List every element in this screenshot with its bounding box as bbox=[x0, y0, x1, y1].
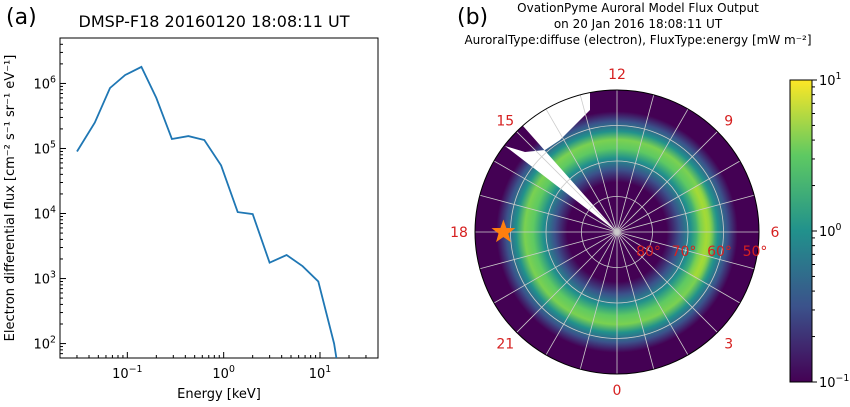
mlt-label: 21 bbox=[496, 337, 514, 353]
panel-b-label: (b) bbox=[457, 5, 488, 30]
mlt-spoke bbox=[616, 131, 718, 233]
x-tick-label: 100 bbox=[212, 364, 235, 382]
flux-spectrum-line bbox=[76, 65, 338, 359]
latitude-label: 80° bbox=[636, 244, 661, 260]
mlt-spoke bbox=[579, 94, 618, 233]
y-tick-label: 104 bbox=[34, 205, 57, 223]
y-tick-label: 102 bbox=[34, 335, 57, 353]
mlt-spoke bbox=[616, 160, 741, 233]
mlt-spoke bbox=[616, 231, 755, 270]
colorbar-tick-label: 10−1 bbox=[819, 373, 849, 391]
latitude-labels: 80° 70° 60° 50° bbox=[636, 244, 767, 260]
mlt-spoke bbox=[493, 160, 618, 233]
colorbar bbox=[789, 79, 813, 383]
polar-grid bbox=[475, 90, 759, 374]
x-axis-label: Energy [keV] bbox=[177, 387, 261, 402]
panel-b: (b) OvationPyme Auroral Model Flux Outpu… bbox=[450, 1, 849, 399]
mlt-label: 3 bbox=[724, 337, 733, 353]
panel-a-label: (a) bbox=[6, 5, 37, 30]
polar-frame bbox=[474, 89, 760, 375]
mlt-spoke bbox=[545, 108, 618, 233]
mlt-spoke bbox=[545, 231, 618, 356]
panel-b-title-line-1: OvationPyme Auroral Model Flux Output bbox=[517, 1, 759, 15]
mlt-label: 9 bbox=[724, 113, 733, 129]
mlt-spoke bbox=[479, 194, 618, 233]
colorbar-tick-label: 100 bbox=[819, 222, 842, 240]
mlt-label: 0 bbox=[613, 383, 622, 399]
mlt-spoke bbox=[516, 231, 618, 333]
y-tick-label: 106 bbox=[34, 75, 57, 93]
mlt-label: 12 bbox=[608, 67, 626, 83]
panel-b-title-line-3: AuroralType:diffuse (electron), FluxType… bbox=[464, 33, 811, 47]
mlt-labels: 12 15 18 21 0 3 6 9 bbox=[450, 67, 779, 399]
colorbar-ticks: 101 100 10−1 bbox=[812, 71, 849, 391]
mlt-spoke bbox=[493, 231, 618, 304]
mlt-spoke bbox=[616, 94, 655, 233]
latitude-label: 50° bbox=[743, 244, 768, 260]
mlt-spoke bbox=[616, 108, 689, 233]
dmsp-position-star-icon bbox=[491, 219, 516, 243]
y-tick-label: 105 bbox=[34, 140, 57, 158]
mlt-spoke bbox=[479, 231, 618, 270]
mlt-spoke bbox=[516, 131, 618, 233]
x-axis-ticks: 10−1 100 101 bbox=[59, 352, 379, 382]
latitude-label: 60° bbox=[707, 244, 732, 260]
y-tick-label: 103 bbox=[34, 270, 57, 288]
mlt-spoke bbox=[616, 231, 689, 356]
colorbar-tick-label: 101 bbox=[819, 71, 842, 89]
polar-flux-map bbox=[475, 90, 759, 374]
y-axis-ticks: 102 103 104 105 106 bbox=[34, 37, 66, 359]
x-tick-label: 10−1 bbox=[112, 364, 142, 382]
panel-a: (a) DMSP-F18 20160120 18:08:11 UT 10−1 10… bbox=[3, 5, 379, 402]
y-axis-label: Electron differential flux [cm⁻² s⁻¹ sr⁻… bbox=[3, 55, 18, 342]
mlt-spoke bbox=[616, 231, 655, 370]
panel-b-title-line-2: on 20 Jan 2016 18:08:11 UT bbox=[554, 17, 723, 31]
mlt-spoke bbox=[616, 194, 755, 233]
mlt-spoke bbox=[616, 231, 718, 333]
mlt-label: 6 bbox=[771, 225, 780, 241]
panel-a-title: DMSP-F18 20160120 18:08:11 UT bbox=[79, 12, 350, 31]
latitude-label: 70° bbox=[672, 244, 697, 260]
x-tick-label: 101 bbox=[309, 364, 332, 382]
mlt-spoke bbox=[579, 231, 618, 370]
panel-a-axes-frame bbox=[59, 37, 379, 359]
mlt-label: 15 bbox=[496, 113, 514, 129]
dawn-enhancement bbox=[617, 160, 759, 305]
mlt-label: 18 bbox=[450, 225, 468, 241]
mlt-spoke bbox=[616, 231, 741, 304]
no-data-region bbox=[500, 90, 617, 232]
